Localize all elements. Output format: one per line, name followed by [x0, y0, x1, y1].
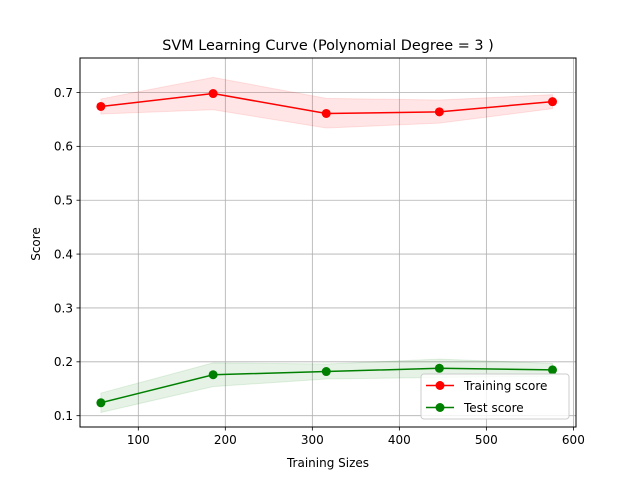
- y-tick-label-4: 0.5: [54, 194, 73, 208]
- x-tick-label-1: 200: [214, 433, 237, 447]
- y-tick-label-3: 0.4: [54, 247, 73, 261]
- x-tick-label-2: 300: [301, 433, 324, 447]
- point-series-0-4: [548, 97, 558, 107]
- x-tick-label-4: 500: [475, 433, 498, 447]
- y-tick-label-1: 0.2: [54, 355, 73, 369]
- point-series-1-4: [548, 365, 558, 375]
- point-series-1-1: [208, 370, 218, 380]
- y-axis-ticks: 0.1 0.2 0.3 0.4 0.5 0.6 0.7: [54, 86, 80, 423]
- x-axis-label: Training Sizes: [286, 456, 369, 470]
- x-tick-label-5: 600: [562, 433, 585, 447]
- series-markers: [96, 89, 558, 408]
- legend-box: [420, 373, 570, 420]
- plot-frame: [79, 57, 577, 428]
- legend-label-training: Training score: [463, 379, 547, 393]
- y-tick-label-0: 0.1: [54, 409, 73, 423]
- x-axis-ticks: 100 200 300 400 500 600: [127, 427, 585, 447]
- y-axis-label: Score: [29, 227, 43, 261]
- chart-title: SVM Learning Curve (Polynomial Degree = …: [162, 38, 493, 54]
- point-series-0-3: [434, 107, 444, 117]
- y-tick-label-5: 0.6: [54, 140, 73, 154]
- y-tick-label-2: 0.3: [54, 301, 73, 315]
- point-series-0-2: [321, 108, 331, 118]
- grid: [80, 58, 576, 427]
- x-tick-label-0: 100: [127, 433, 150, 447]
- legend-marker-training: [435, 381, 445, 390]
- legend-marker-test: [435, 403, 445, 412]
- point-series-0-0: [96, 101, 106, 111]
- point-series-1-0: [96, 398, 106, 408]
- x-tick-label-3: 400: [388, 433, 411, 447]
- y-tick-label-6: 0.7: [54, 86, 73, 100]
- point-series-0-1: [208, 89, 218, 99]
- point-series-1-2: [321, 367, 331, 377]
- point-series-1-3: [434, 363, 444, 373]
- legend-label-test: Test score: [463, 401, 524, 415]
- legend: Training score Test score: [420, 373, 570, 420]
